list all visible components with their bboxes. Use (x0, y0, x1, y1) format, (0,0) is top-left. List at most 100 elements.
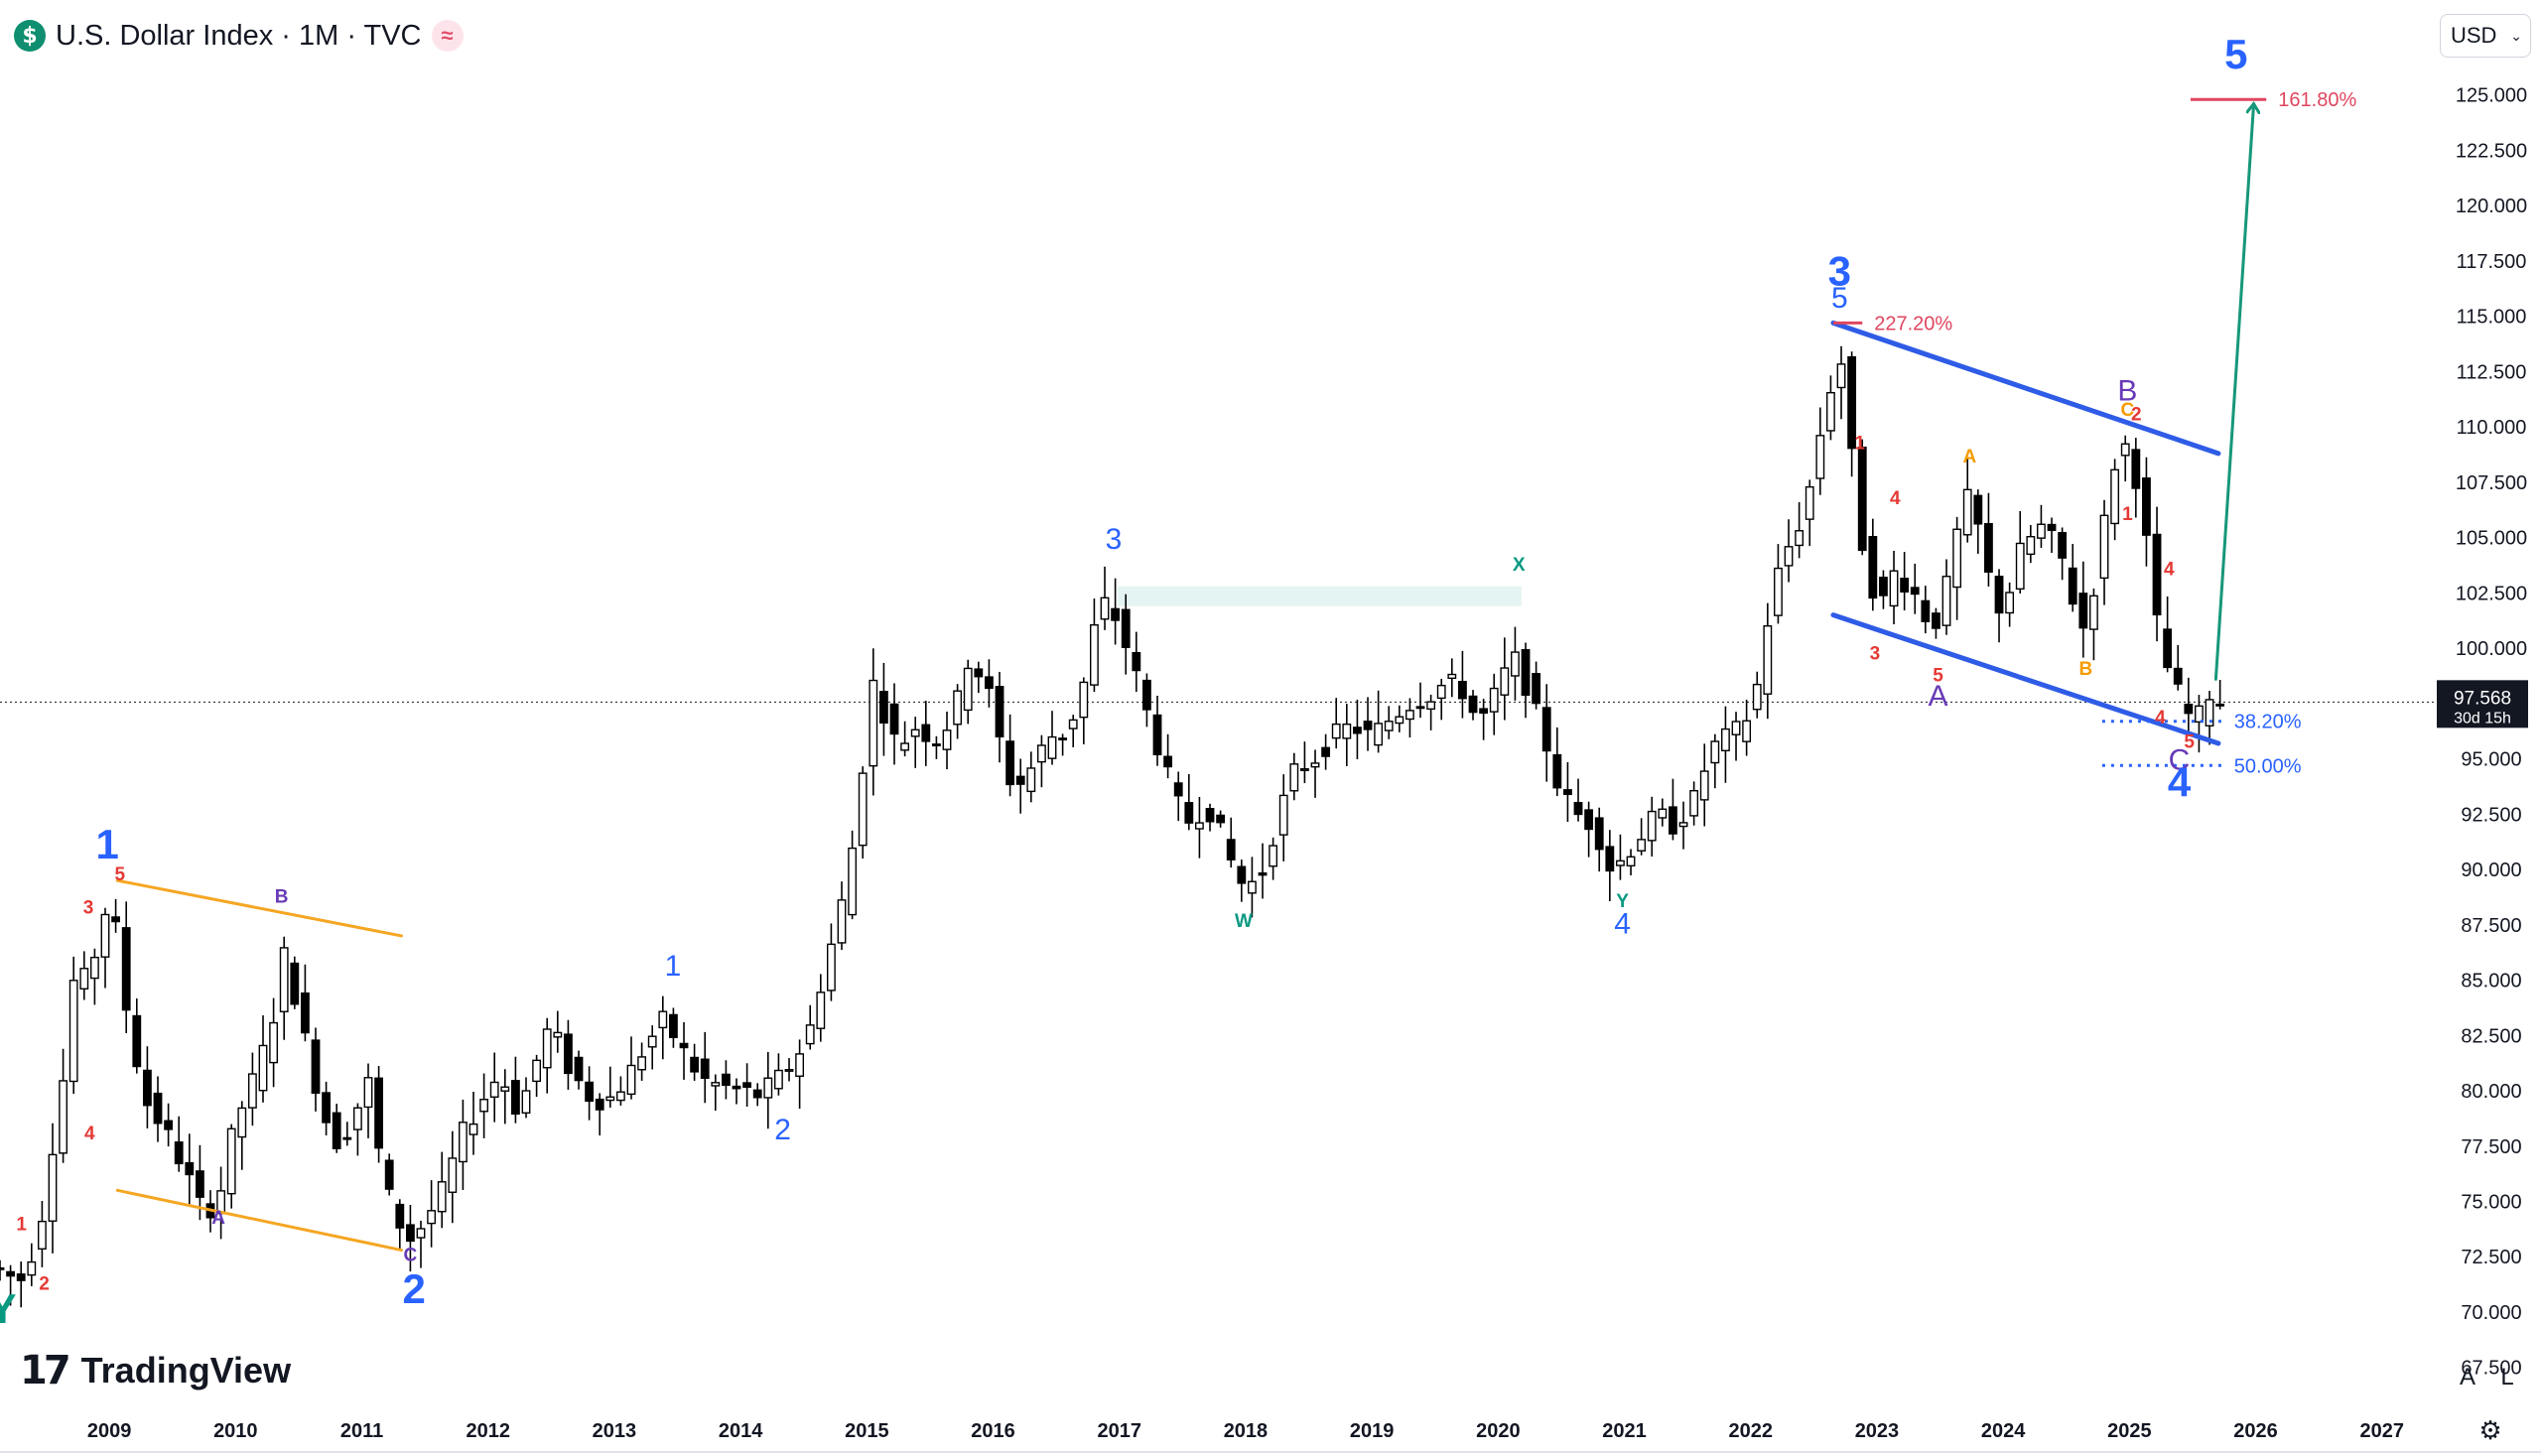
candle-body-up (1436, 684, 1446, 700)
candle (2152, 506, 2162, 642)
candle (1100, 566, 1110, 630)
wave-label: C (2169, 744, 2191, 777)
wave-label: A (1962, 447, 1976, 467)
candle (1511, 626, 1520, 701)
wave-label: B (275, 887, 289, 908)
candle (1815, 407, 1825, 495)
candle (1689, 781, 1699, 826)
candle-body-up (1100, 596, 1110, 620)
candle-body-up (363, 1077, 373, 1109)
candle-body-up (848, 847, 858, 916)
fib-level: 50.00% (2101, 755, 2302, 777)
candle (1752, 671, 1762, 719)
candle-body-down (322, 1092, 332, 1124)
candle-body-up (2120, 443, 2130, 457)
auto-scale-button[interactable]: A (2459, 1364, 2475, 1390)
candle-body-down (1226, 839, 1236, 860)
candle (532, 1054, 542, 1098)
candle-body-up (637, 1056, 647, 1071)
candle-body-up (226, 1127, 236, 1195)
candle (48, 1123, 58, 1254)
candle-body-up (1647, 810, 1657, 842)
year-tick-label: 2011 (340, 1420, 383, 1442)
candle-body-up (100, 913, 110, 958)
candle-body-up (416, 1228, 426, 1239)
candle (489, 1052, 499, 1123)
candle-body-down (16, 1273, 26, 1281)
candle (1458, 650, 1467, 719)
candle (784, 1058, 794, 1082)
candle (605, 1066, 615, 1109)
candle-body-up (1310, 762, 1320, 768)
candle (1678, 801, 1688, 850)
zones-layer (1117, 586, 1522, 606)
candle-body-up (448, 1157, 458, 1193)
wave-label: 5 (2184, 731, 2195, 752)
wave-label: 1 (665, 950, 682, 983)
price-tick-label: 82.500 (2461, 1025, 2521, 1047)
candle-body-up (1658, 808, 1668, 819)
price-tick-label: 67.500 (2461, 1358, 2521, 1380)
candle-body-down (932, 743, 941, 746)
year-tick-label: 2025 (2107, 1420, 2152, 1442)
candle-body-up (1489, 687, 1499, 713)
candle (1994, 569, 2004, 643)
year-tick-label: 2026 (2233, 1420, 2278, 1442)
candle (89, 948, 99, 1005)
candle (2099, 499, 2109, 605)
candle-body-down (1521, 649, 1531, 697)
candle (2015, 511, 2025, 595)
candle (6, 1264, 16, 1306)
year-tick-label: 2020 (1476, 1420, 1521, 1442)
candle-body-down (1669, 806, 1677, 835)
currency-selector[interactable]: USD ⌄ (2440, 14, 2531, 58)
candle-body-down (1132, 651, 1141, 672)
candle-body-up (59, 1080, 68, 1154)
candle (1932, 607, 1940, 639)
candle (2058, 527, 2068, 581)
log-scale-button[interactable]: L (2500, 1364, 2514, 1390)
year-tick-label: 2016 (971, 1420, 1015, 1442)
candle (142, 1046, 152, 1128)
live-data-icon[interactable]: ≈ (431, 20, 464, 52)
symbol-title[interactable]: U.S. Dollar Index · 1M · TVC (56, 19, 422, 52)
fib-levels-layer: 227.20% 161.80% 38.20% 50.00% (1832, 89, 2356, 777)
candle (1384, 706, 1394, 739)
wave-label: 3 (1870, 643, 1881, 664)
candle (1699, 743, 1709, 827)
candle (616, 1076, 625, 1106)
candle (2184, 677, 2194, 736)
candle-body-down (1900, 578, 1910, 594)
candle-body-up (795, 1053, 805, 1077)
candle (1594, 807, 1604, 872)
candle-body-down (342, 1136, 352, 1140)
candle (1058, 733, 1068, 756)
dollar-symbol-icon[interactable]: $ (14, 20, 46, 52)
tradingview-logo[interactable]: 17 TradingView (20, 1348, 291, 1393)
candle-body-down (1857, 447, 1867, 552)
gear-icon[interactable]: ⚙ (2478, 1414, 2502, 1445)
candle (258, 1015, 268, 1103)
wave-label: 4 (2155, 708, 2166, 728)
candle (2110, 459, 2120, 541)
fib-label: 50.00% (2234, 755, 2302, 777)
candle (363, 1063, 373, 1138)
candle-body-up (48, 1153, 58, 1222)
candle (1573, 778, 1583, 822)
candle-body-down (752, 1089, 762, 1099)
candle (1047, 711, 1057, 765)
candle (1068, 715, 1078, 747)
candle (1900, 552, 1910, 611)
candle-body-down (1563, 789, 1572, 796)
candle (1605, 830, 1615, 902)
candle-body-up (2195, 705, 2204, 724)
candle (921, 701, 931, 766)
candle (690, 1043, 700, 1081)
candle (427, 1180, 437, 1248)
candle-body-down (1994, 576, 2004, 614)
wave-label: 1 (16, 1214, 27, 1235)
candle-body-up (1269, 845, 1278, 867)
candle (121, 901, 131, 1033)
